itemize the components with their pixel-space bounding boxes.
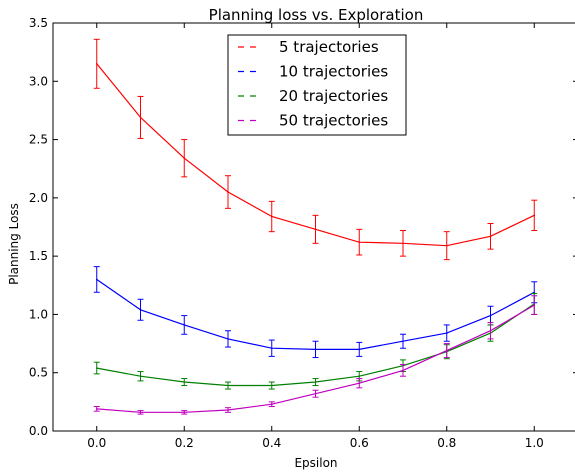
data-point [227, 338, 229, 340]
data-point [445, 332, 448, 334]
series-1 [93, 38, 538, 261]
legend-label: 20 trajectories [279, 87, 388, 105]
data-point [358, 382, 361, 385]
data-point [314, 348, 317, 351]
data-point [270, 347, 273, 350]
y-tick-label: 1.5 [29, 249, 48, 263]
data-point [358, 348, 361, 351]
series-line [96, 279, 535, 350]
data-point [139, 375, 142, 378]
y-tick-label: 0.0 [29, 424, 48, 438]
data-point [183, 157, 186, 160]
x-tick-label: 0.0 [87, 436, 106, 450]
x-tick-label: 0.8 [437, 436, 456, 450]
data-point [183, 381, 186, 383]
data-point [227, 191, 229, 193]
x-tick-label: 0.6 [350, 436, 369, 450]
data-point [533, 291, 536, 294]
data-point [95, 367, 98, 369]
x-tick-label: 0.2 [175, 436, 194, 450]
data-point [489, 329, 492, 332]
data-point [533, 304, 536, 306]
data-point [227, 409, 229, 411]
data-point [314, 228, 317, 231]
data-point [533, 214, 536, 217]
data-point [314, 381, 317, 383]
data-point [95, 408, 98, 410]
data-point [95, 63, 98, 65]
data-point [402, 242, 404, 245]
plot-area [93, 38, 538, 415]
data-point [139, 308, 142, 311]
series-4 [93, 295, 538, 415]
y-tick-label: 2.0 [29, 191, 48, 205]
data-point [139, 411, 142, 414]
data-point [489, 314, 492, 317]
legend-label: 50 trajectories [279, 112, 388, 130]
y-tick-label: 3.0 [29, 74, 48, 88]
data-point [227, 384, 229, 387]
data-point [314, 392, 317, 395]
plot-frame [52, 22, 575, 432]
chart-title: Planning loss vs. Exploration [209, 6, 424, 24]
data-point [402, 340, 404, 343]
x-axis-title: Epsilon [294, 456, 337, 470]
data-point [183, 411, 186, 414]
data-point [445, 349, 448, 352]
data-point [270, 384, 273, 387]
legend-label: 5 trajectories [279, 38, 379, 56]
axes: 0.0 0.2 0.4 0.6 0.8 1.0 0.0 0.5 1.0 1.5 2.0 2.5 3.0 3… [29, 16, 575, 450]
y-axis-title: Planning Loss [7, 203, 21, 285]
y-tick-label: 3.5 [29, 16, 48, 30]
data-point [270, 403, 273, 405]
y-tick-label: 1.0 [29, 307, 48, 321]
data-point [358, 375, 361, 378]
data-point [95, 278, 98, 281]
legend-label: 10 trajectories [279, 63, 388, 81]
series-2 [93, 266, 538, 359]
data-point [270, 215, 273, 218]
data-point [183, 324, 186, 326]
data-point [139, 116, 142, 119]
data-point [445, 244, 448, 247]
y-tick-label: 0.5 [29, 366, 48, 380]
data-point [358, 241, 361, 243]
x-tick-label: 0.4 [262, 436, 281, 450]
legend-frame [227, 34, 407, 136]
legend: 5 trajectories 10 trajectories 20 trajecto… [227, 34, 407, 136]
x-tick-label: 1.0 [525, 436, 544, 450]
data-point [489, 235, 492, 238]
data-point [402, 369, 404, 372]
y-tick-label: 2.5 [29, 133, 48, 147]
